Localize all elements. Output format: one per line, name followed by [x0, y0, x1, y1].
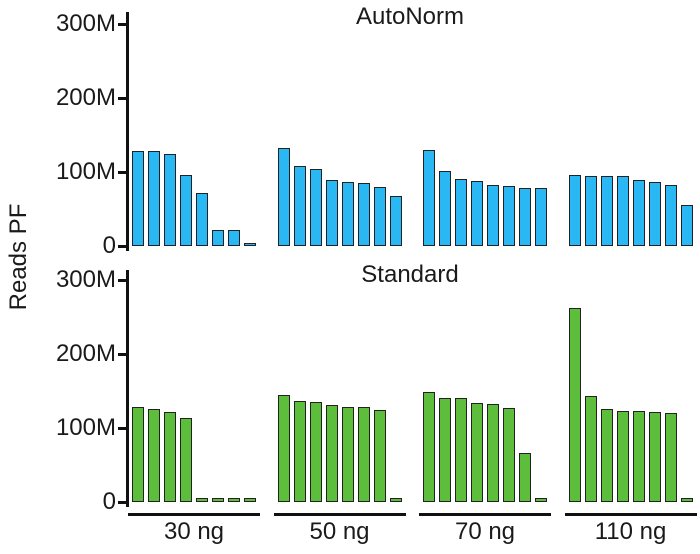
- bar-autonorm-50ng-5: [341, 182, 354, 246]
- x-axis-group-line: [273, 513, 406, 516]
- bar-standard-70ng-5: [487, 404, 499, 502]
- bar-standard-30ng-2: [148, 409, 160, 502]
- x-axis-group-label: 110 ng: [594, 518, 667, 545]
- bar-autonorm-70ng-5: [487, 185, 499, 246]
- bar-standard-50ng-7: [373, 410, 386, 502]
- bar-standard-110ng-8: [680, 498, 693, 502]
- bar-standard-110ng-5: [632, 411, 645, 502]
- y-axis-tick: [118, 245, 126, 248]
- bar-autonorm-70ng-1: [423, 150, 435, 246]
- bar-standard-70ng-2: [439, 398, 451, 502]
- bar-autonorm-30ng-7: [228, 230, 240, 246]
- bar-standard-110ng-4: [616, 411, 629, 502]
- bar-standard-70ng-1: [423, 392, 435, 502]
- bar-autonorm-50ng-8: [389, 196, 402, 246]
- y-axis-tick-label: 0: [102, 488, 116, 515]
- bar-standard-30ng-8: [244, 498, 256, 502]
- bar-autonorm-70ng-2: [439, 171, 451, 246]
- y-axis-tick-label: 100M: [55, 158, 116, 185]
- y-axis-tick-label: 100M: [55, 414, 116, 441]
- bar-autonorm-110ng-7: [664, 185, 677, 246]
- bar-standard-50ng-5: [341, 407, 354, 502]
- bar-autonorm-30ng-5: [196, 193, 208, 246]
- x-axis-group-label: 70 ng: [454, 518, 516, 545]
- x-axis-group-line: [419, 513, 551, 516]
- bar-standard-50ng-1: [277, 395, 290, 502]
- panel-title-standard: Standard: [361, 261, 459, 288]
- x-axis-group-label: 30 ng: [163, 518, 225, 545]
- bar-autonorm-110ng-8: [680, 205, 693, 246]
- bar-autonorm-30ng-3: [164, 154, 176, 246]
- bar-standard-110ng-2: [584, 396, 597, 502]
- y-axis-tick-label: 0: [102, 232, 116, 259]
- y-axis-tick: [118, 97, 126, 100]
- bar-autonorm-50ng-1: [277, 148, 290, 246]
- bar-standard-30ng-7: [228, 498, 240, 502]
- bar-autonorm-30ng-1: [132, 151, 144, 246]
- bar-autonorm-30ng-4: [180, 175, 192, 246]
- y-axis-tick-label: 200M: [55, 340, 116, 367]
- bar-autonorm-70ng-4: [471, 181, 483, 246]
- y-axis-tick: [118, 171, 126, 174]
- bar-autonorm-30ng-8: [244, 243, 256, 246]
- x-axis-group-line: [564, 513, 697, 516]
- bar-autonorm-110ng-1: [568, 175, 581, 246]
- y-axis-tick-label: 200M: [55, 84, 116, 111]
- y-axis-tick: [118, 353, 126, 356]
- bar-autonorm-110ng-3: [600, 176, 613, 246]
- bar-standard-110ng-6: [648, 412, 661, 502]
- bar-standard-50ng-2: [293, 401, 306, 502]
- bar-autonorm-70ng-8: [535, 188, 547, 246]
- bar-standard-30ng-4: [180, 418, 192, 502]
- bar-standard-30ng-6: [212, 498, 224, 502]
- y-axis-line: [126, 270, 129, 507]
- bar-autonorm-110ng-2: [584, 176, 597, 246]
- bar-standard-50ng-6: [357, 407, 370, 502]
- bar-standard-70ng-6: [503, 408, 515, 502]
- bar-standard-50ng-8: [389, 498, 402, 502]
- bar-autonorm-110ng-5: [632, 180, 645, 246]
- bar-standard-30ng-5: [196, 498, 208, 502]
- bar-autonorm-30ng-2: [148, 151, 160, 246]
- bar-standard-70ng-8: [535, 498, 547, 502]
- y-axis-tick: [118, 501, 126, 504]
- bar-autonorm-50ng-7: [373, 187, 386, 246]
- bar-standard-50ng-3: [309, 402, 322, 502]
- bar-standard-110ng-7: [664, 413, 677, 502]
- bar-standard-30ng-1: [132, 407, 144, 502]
- bar-standard-110ng-1: [568, 308, 581, 502]
- panel-title-autonorm: AutoNorm: [355, 3, 465, 30]
- bar-standard-70ng-3: [455, 398, 467, 502]
- bar-standard-110ng-3: [600, 409, 613, 502]
- bar-autonorm-50ng-3: [309, 169, 322, 246]
- y-axis-tick: [118, 427, 126, 430]
- bar-autonorm-70ng-6: [503, 186, 515, 246]
- bar-autonorm-70ng-7: [519, 188, 531, 246]
- x-axis-group-label: 50 ng: [309, 518, 370, 545]
- bar-autonorm-110ng-6: [648, 182, 661, 246]
- y-axis-label: Reads PF: [5, 203, 32, 311]
- bar-standard-50ng-4: [325, 405, 338, 502]
- bar-standard-70ng-7: [519, 453, 531, 502]
- bar-autonorm-50ng-4: [325, 180, 338, 246]
- bar-autonorm-50ng-6: [357, 183, 370, 246]
- y-axis-tick-label: 300M: [55, 10, 116, 37]
- bar-autonorm-50ng-2: [293, 166, 306, 246]
- x-axis-group-line: [128, 513, 260, 516]
- y-axis-tick: [118, 279, 126, 282]
- y-axis-tick: [118, 23, 126, 26]
- y-axis-tick-label: 300M: [55, 266, 116, 293]
- bar-autonorm-70ng-3: [455, 179, 467, 246]
- y-axis-line: [126, 12, 129, 251]
- bar-autonorm-30ng-6: [212, 230, 224, 246]
- bar-standard-30ng-3: [164, 412, 176, 502]
- bar-autonorm-110ng-4: [616, 176, 629, 246]
- bar-standard-70ng-4: [471, 403, 483, 502]
